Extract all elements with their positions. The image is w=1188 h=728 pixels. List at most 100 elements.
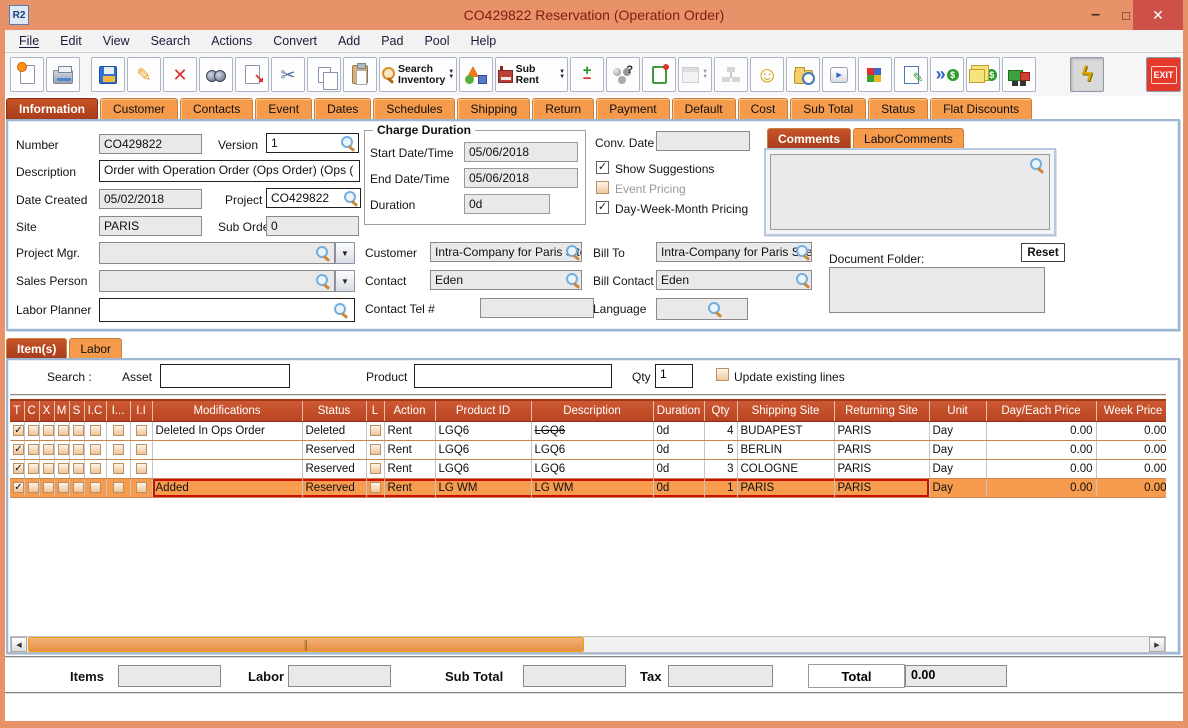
- col-week-price[interactable]: Week Price: [1096, 399, 1166, 422]
- cell-shipping-site[interactable]: COLOGNE: [737, 459, 835, 479]
- org-chart-button[interactable]: [714, 57, 749, 92]
- row-checkbox-s[interactable]: [72, 424, 83, 436]
- row-checkbox-ic[interactable]: [89, 443, 101, 455]
- row-checkbox-t[interactable]: ✓: [13, 443, 23, 455]
- quick-action-button[interactable]: ϟ: [1070, 57, 1105, 92]
- menu-view[interactable]: View: [102, 34, 130, 48]
- table-row[interactable]: ✓ Deleted In Ops Order Deleted Rent LGQ6…: [10, 421, 1166, 441]
- calendar-button[interactable]: ▼ ▼: [678, 57, 713, 92]
- cell-action[interactable]: Rent: [384, 478, 436, 498]
- contacts-button[interactable]: ☺: [750, 57, 785, 92]
- description-field[interactable]: Order with Operation Order (Ops Order) (…: [99, 160, 360, 182]
- tab-status[interactable]: Status: [868, 98, 929, 119]
- col-c[interactable]: C: [24, 399, 40, 422]
- comments-search-icon[interactable]: [1030, 158, 1044, 172]
- contact-field[interactable]: Eden: [430, 270, 582, 290]
- language-field[interactable]: [656, 298, 748, 320]
- cut-button[interactable]: ✂: [271, 57, 305, 92]
- language-search-icon[interactable]: [708, 302, 722, 316]
- tab-shipping[interactable]: Shipping: [457, 98, 531, 119]
- col-idots[interactable]: I...: [106, 399, 131, 422]
- billing-forward-button[interactable]: » $: [930, 57, 965, 92]
- shortcut-key-button[interactable]: ▸: [822, 57, 857, 92]
- row-checkbox-l[interactable]: [369, 443, 381, 455]
- cell-product-id[interactable]: LG WM: [435, 478, 532, 498]
- maximize-button[interactable]: □: [1122, 7, 1130, 23]
- show-suggestions-checkbox[interactable]: ✓: [596, 161, 609, 174]
- cell-modifications[interactable]: [152, 440, 303, 460]
- cell-qty[interactable]: 1: [704, 478, 738, 498]
- row-checkbox-m[interactable]: [57, 443, 68, 455]
- row-checkbox-l[interactable]: [369, 424, 381, 436]
- document-folder-box[interactable]: [829, 267, 1045, 313]
- comments-textarea[interactable]: [770, 154, 1050, 230]
- cell-day-each-price[interactable]: 0.00: [986, 421, 1097, 441]
- col-modifications[interactable]: Modifications: [152, 399, 303, 422]
- edit-button[interactable]: ✎: [127, 57, 161, 92]
- qty-input[interactable]: 1: [655, 364, 693, 388]
- cell-modifications[interactable]: [152, 459, 303, 479]
- tab-dates[interactable]: Dates: [314, 98, 372, 119]
- cell-action[interactable]: Rent: [384, 421, 436, 441]
- find-button[interactable]: [199, 57, 233, 92]
- bill-to-field[interactable]: Intra-Company for Paris Site: [656, 242, 812, 262]
- cell-unit[interactable]: Day: [929, 421, 987, 441]
- row-checkbox-idots[interactable]: [112, 424, 124, 436]
- edit-document-button[interactable]: ✎: [894, 57, 929, 92]
- tab-information[interactable]: Information: [6, 98, 98, 119]
- labor-planner-field[interactable]: [99, 298, 355, 322]
- cell-status[interactable]: Reserved: [302, 459, 367, 479]
- col-t[interactable]: T: [10, 399, 25, 422]
- cell-returning-site[interactable]: PARIS: [834, 421, 930, 441]
- scroll-right-button[interactable]: ▶: [1149, 637, 1165, 652]
- col-status[interactable]: Status: [302, 399, 367, 422]
- cell-shipping-site[interactable]: PARIS: [737, 478, 835, 498]
- cell-description[interactable]: LGQ6: [531, 421, 654, 441]
- row-checkbox-s[interactable]: [72, 443, 83, 455]
- cell-product-id[interactable]: LGQ6: [435, 421, 532, 441]
- sub-rent-button[interactable]: Sub Rent ▼ ▼: [495, 57, 569, 92]
- table-row[interactable]: ✓ Reserved Rent LGQ6 LGQ6 0d 3: [10, 459, 1166, 479]
- cell-action[interactable]: Rent: [384, 459, 436, 479]
- save-button[interactable]: [91, 57, 125, 92]
- cell-status[interactable]: Deleted: [302, 421, 367, 441]
- print-button[interactable]: [46, 57, 80, 92]
- row-checkbox-c[interactable]: [27, 443, 38, 455]
- copy-button[interactable]: [307, 57, 341, 92]
- col-action[interactable]: Action: [384, 399, 436, 422]
- menu-search[interactable]: Search: [150, 34, 191, 48]
- tab-return[interactable]: Return: [532, 98, 595, 119]
- cell-unit[interactable]: Day: [929, 478, 987, 498]
- menu-convert[interactable]: Convert: [273, 34, 317, 48]
- col-description[interactable]: Description: [531, 399, 654, 422]
- cell-action[interactable]: Rent: [384, 440, 436, 460]
- menu-edit[interactable]: Edit: [60, 34, 82, 48]
- tab-default[interactable]: Default: [671, 98, 736, 119]
- cell-returning-site[interactable]: PARIS: [834, 478, 930, 498]
- cell-day-each-price[interactable]: 0.00: [986, 440, 1097, 460]
- col-qty[interactable]: Qty: [704, 399, 738, 422]
- row-checkbox-idots[interactable]: [112, 481, 124, 493]
- row-checkbox-ii[interactable]: [135, 462, 147, 474]
- project-mgr-field[interactable]: [99, 242, 335, 264]
- menu-add[interactable]: Add: [337, 34, 361, 48]
- horizontal-scrollbar[interactable]: ◀ ║ ▶: [10, 636, 1166, 653]
- minimize-button[interactable]: –: [1091, 6, 1100, 23]
- row-checkbox-ic[interactable]: [89, 481, 101, 493]
- contact-search-icon[interactable]: [566, 273, 580, 287]
- row-checkbox-m[interactable]: [57, 481, 68, 493]
- row-checkbox-l[interactable]: [369, 462, 381, 474]
- cell-status[interactable]: Reserved: [302, 478, 367, 498]
- row-checkbox-ic[interactable]: [89, 462, 101, 474]
- project-field[interactable]: CO429822: [266, 188, 361, 208]
- col-ii[interactable]: I.I: [130, 399, 153, 422]
- add-line-button[interactable]: + −: [570, 57, 605, 92]
- bill-contact-search-icon[interactable]: [796, 273, 810, 287]
- menu-help[interactable]: Help: [470, 34, 497, 48]
- table-row[interactable]: ✓ Reserved Rent LGQ6 LGQ6 0d 5: [10, 440, 1166, 460]
- cell-day-each-price[interactable]: 0.00: [986, 478, 1097, 498]
- customer-search-icon[interactable]: [566, 245, 580, 259]
- sales-person-field[interactable]: [99, 270, 335, 292]
- cell-duration[interactable]: 0d: [653, 459, 705, 479]
- tab-sub-total[interactable]: Sub Total: [790, 98, 867, 119]
